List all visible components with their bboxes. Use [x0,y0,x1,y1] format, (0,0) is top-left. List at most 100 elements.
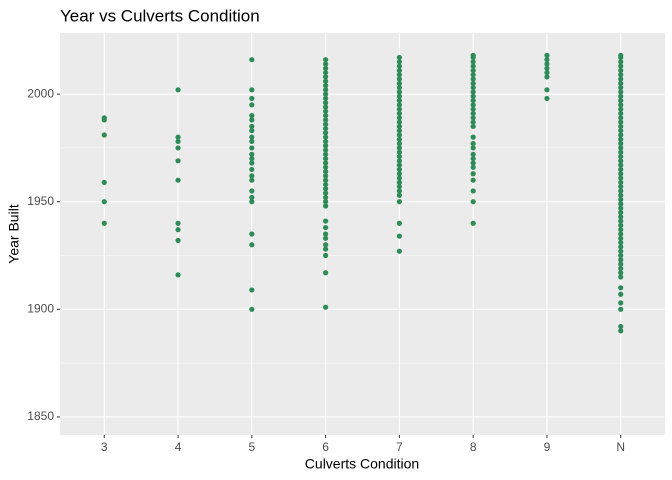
point [618,201,624,207]
point [470,160,476,166]
point [618,244,624,250]
y-axis-label: Year Built [6,204,22,264]
point [618,102,624,108]
point [175,227,181,233]
point [618,218,624,224]
point [618,285,624,291]
point [323,91,329,97]
point [323,147,329,153]
point [618,196,624,203]
point [470,102,476,108]
point [175,138,181,145]
point [618,192,624,198]
point [396,188,402,194]
point [396,63,402,69]
point [249,166,255,173]
point [323,246,329,252]
point [470,156,476,162]
point [618,248,624,254]
point [101,199,107,205]
point [470,89,476,95]
point [618,175,624,181]
point [323,61,329,67]
point [618,274,624,280]
point [175,272,181,278]
point [396,119,402,125]
point [323,82,329,89]
x-tick-label: 4 [175,440,182,454]
point [470,115,476,121]
point [323,199,329,205]
point [618,89,624,95]
point [323,186,329,192]
point [470,151,476,157]
point [470,63,476,69]
point [323,177,329,183]
point [396,132,402,138]
point [618,52,624,58]
point [249,134,255,140]
point [396,179,402,185]
point [618,222,624,228]
point [618,153,624,160]
point [470,85,476,91]
point [323,304,329,310]
point [618,184,624,190]
point [396,93,402,99]
point [470,199,476,205]
point [323,194,329,201]
point [101,220,107,226]
point [396,128,402,134]
point [249,57,255,63]
point [323,87,329,93]
point [618,162,624,168]
point [396,85,402,91]
point [323,164,329,170]
point [618,291,624,297]
point [544,87,550,93]
point [396,248,402,254]
point [396,220,402,226]
point [470,72,476,78]
point [618,235,624,241]
point [618,59,624,65]
point [470,59,476,65]
point [249,231,255,237]
point [396,89,402,95]
point [544,52,550,58]
point [544,57,550,63]
point [249,87,255,93]
point [396,192,402,198]
point [544,69,550,76]
point [618,270,624,276]
point [618,80,624,86]
point [618,93,624,99]
point [618,323,624,330]
point [323,95,329,102]
point [175,145,181,151]
point [249,199,255,205]
point [470,123,476,129]
point [396,72,402,78]
point [470,134,476,140]
point [470,76,476,82]
y-tick-label: 1900 [27,301,54,315]
point [101,132,107,138]
point [618,179,624,185]
point [249,188,255,194]
y-tick-label: 1950 [27,194,54,208]
x-tick-label: 9 [544,440,551,454]
point [618,141,624,147]
point [544,61,550,67]
point [323,130,329,136]
point [323,203,329,209]
point [470,164,476,170]
point [175,237,181,244]
point [470,67,476,74]
point [396,115,402,121]
point [470,188,476,194]
x-tick-label: N [616,440,625,454]
point [396,233,402,239]
point [470,93,476,99]
